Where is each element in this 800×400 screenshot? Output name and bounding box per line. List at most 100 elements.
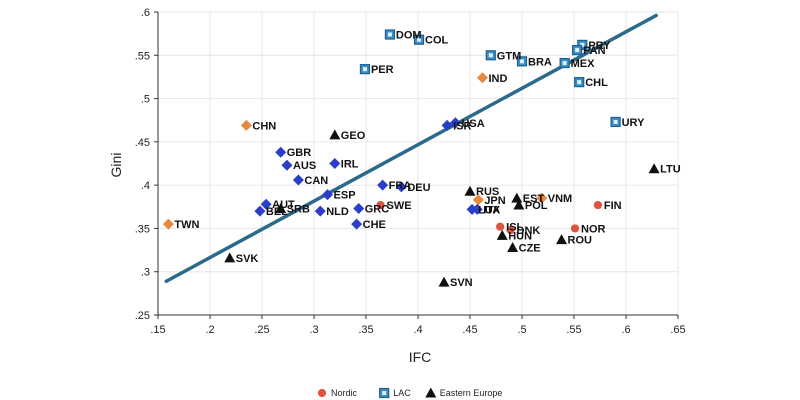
point-label-svk: SVK bbox=[236, 253, 259, 265]
y-tick-label: .4 bbox=[141, 180, 150, 192]
y-axis-title: Gini bbox=[108, 153, 124, 178]
point-pan-inner bbox=[575, 48, 580, 53]
legend-marker-nordic bbox=[317, 388, 327, 398]
point-label-per: PER bbox=[371, 64, 394, 76]
point-label-srb: SRB bbox=[287, 204, 310, 216]
y-tick-label: .5 bbox=[141, 94, 150, 106]
point-ury-inner bbox=[613, 119, 618, 124]
legend-marker-eastern-europe bbox=[425, 387, 437, 398]
fit-line bbox=[164, 13, 658, 283]
y-tick-label: .3 bbox=[141, 267, 150, 279]
point-ita bbox=[471, 203, 483, 215]
point-dom bbox=[384, 29, 396, 40]
point-vnm bbox=[536, 192, 548, 204]
point-cze bbox=[507, 241, 519, 252]
point-isl bbox=[495, 221, 506, 232]
legend-label-nordic: Nordic bbox=[331, 388, 358, 398]
point-label-can: CAN bbox=[304, 175, 328, 187]
point-chl-inner bbox=[577, 80, 582, 85]
axes: .15 .2 .25 .3 .35 .4 .45 .5 .55 .6 .65 .25 .3 .35 .4 .4… bbox=[135, 7, 686, 336]
point-label-pry: PRY bbox=[588, 40, 611, 52]
point-chl bbox=[574, 77, 585, 88]
legend-marker-lac-inner bbox=[382, 391, 387, 395]
point-mex-inner bbox=[562, 61, 567, 66]
point-rou bbox=[556, 234, 568, 245]
y-tick-label: .6 bbox=[141, 7, 150, 19]
point-label-hun: HUN bbox=[508, 230, 532, 242]
point-mex bbox=[559, 57, 570, 69]
x-tick-label: .25 bbox=[254, 324, 269, 336]
point-pan bbox=[572, 44, 583, 56]
point-chn bbox=[240, 119, 252, 131]
point-label-vnm: VNM bbox=[548, 193, 572, 205]
point-label-ita: ITA bbox=[483, 204, 500, 216]
legend-label-eastern-europe: Eastern Europe bbox=[440, 388, 503, 398]
point-geo bbox=[329, 129, 341, 140]
point-label-isr: ISR bbox=[453, 120, 471, 132]
point-label-bra: BRA bbox=[528, 56, 552, 68]
point-label-pol: POL bbox=[525, 200, 548, 212]
point-aut bbox=[260, 198, 272, 210]
point-label-aut: AUT bbox=[272, 199, 295, 211]
x-tick-label: .2 bbox=[205, 324, 214, 336]
y-tick-label: .35 bbox=[135, 223, 150, 235]
point-label-fra: FRA bbox=[389, 180, 412, 192]
point-dnk bbox=[505, 225, 516, 236]
point-label-geo: GEO bbox=[341, 130, 366, 142]
point-label-dom: DOM bbox=[396, 30, 422, 42]
point-srb bbox=[275, 203, 287, 214]
point-pry bbox=[577, 39, 588, 50]
point-gtm bbox=[485, 50, 496, 61]
point-pol bbox=[513, 199, 525, 210]
point-usa bbox=[449, 117, 461, 129]
point-label-deu: DEU bbox=[407, 182, 430, 194]
point-nor bbox=[570, 223, 580, 234]
point-bel bbox=[254, 205, 266, 217]
point-label-che: CHE bbox=[363, 219, 386, 231]
point-label-chl: CHL bbox=[585, 77, 608, 89]
point-label-rus: RUS bbox=[476, 186, 499, 198]
point-label-lux: LUX bbox=[478, 204, 501, 216]
point-hun bbox=[496, 229, 508, 240]
point-label-est: EST bbox=[523, 193, 545, 205]
x-tick-label: .65 bbox=[670, 324, 685, 336]
point-dom-inner bbox=[387, 32, 392, 37]
point-per bbox=[359, 64, 371, 75]
point-label-gbr: GBR bbox=[287, 147, 312, 159]
point-label-rou: ROU bbox=[568, 235, 593, 247]
point-label-fin: FIN bbox=[604, 200, 622, 212]
data-points bbox=[162, 29, 660, 287]
x-tick-label: .5 bbox=[517, 324, 526, 336]
x-tick-label: .55 bbox=[566, 324, 581, 336]
point-fin bbox=[593, 200, 603, 210]
point-svn bbox=[438, 276, 450, 287]
y-tick-label: .45 bbox=[135, 137, 150, 149]
point-label-ind: IND bbox=[488, 73, 507, 85]
point-che bbox=[351, 218, 363, 230]
point-gtm-inner bbox=[488, 53, 493, 58]
point-label-grc: GRC bbox=[365, 204, 390, 216]
point-per-inner bbox=[362, 67, 367, 72]
point-label-col: COL bbox=[425, 35, 449, 47]
point-bra bbox=[516, 56, 528, 67]
point-gbr bbox=[275, 146, 287, 158]
point-label-esp: ESP bbox=[334, 190, 356, 202]
point-fra bbox=[377, 179, 389, 191]
x-tick-label: .45 bbox=[462, 324, 477, 336]
point-label-nld: NLD bbox=[326, 206, 349, 218]
x-tick-label: .3 bbox=[309, 324, 318, 336]
point-ury bbox=[610, 116, 621, 128]
x-axis-title: IFC bbox=[409, 349, 432, 365]
point-label-mex: MEX bbox=[571, 58, 596, 70]
point-twn bbox=[162, 218, 174, 230]
point-label-ltu: LTU bbox=[660, 164, 681, 176]
legend: Nordic LAC Eastern Europe bbox=[317, 387, 503, 399]
point-label-aus: AUS bbox=[293, 160, 316, 172]
point-ind bbox=[476, 72, 488, 84]
point-bra-inner bbox=[520, 59, 524, 64]
point-ltu bbox=[648, 163, 660, 174]
point-est bbox=[511, 192, 523, 203]
legend-label-lac: LAC bbox=[393, 388, 411, 398]
point-jpn bbox=[472, 194, 484, 206]
